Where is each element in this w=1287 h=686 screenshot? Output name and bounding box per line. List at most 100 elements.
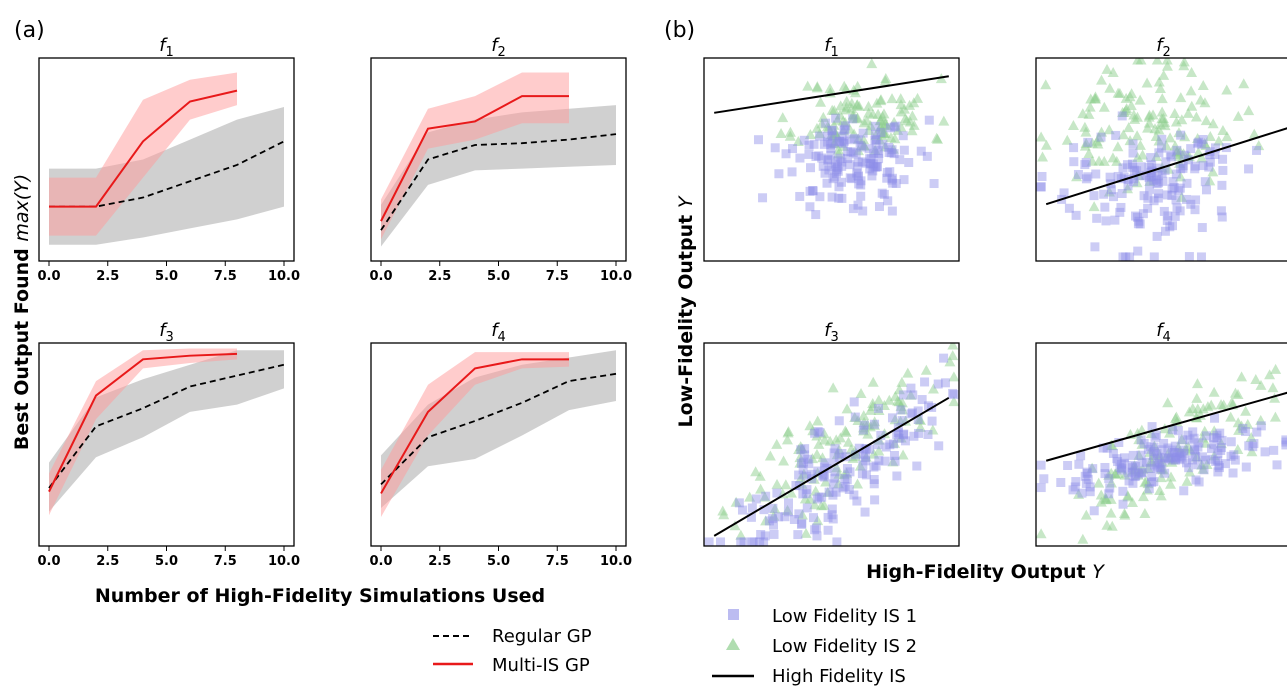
is2-point [1112,87,1124,98]
series-multi-is-gp [380,95,569,222]
is1-point [1145,175,1155,185]
is1-point [856,191,866,201]
is1-point [1190,164,1200,174]
is2-point [1173,127,1185,138]
is1-point [1137,458,1147,468]
is2-point [1240,405,1252,416]
is1-point [704,537,714,546]
is1-point [827,192,837,202]
is1-point [1170,447,1180,457]
is1-point [877,188,887,198]
is1-point [1163,453,1173,463]
is1-point [912,461,922,471]
is2-point [1119,509,1131,520]
is1-point [1179,449,1189,459]
is1-point [793,530,803,540]
is1-point [815,427,825,437]
is2-point [841,403,853,414]
is1-point [1127,467,1137,477]
is2-point [794,457,806,468]
is2-point [862,100,874,111]
is1-point [826,143,836,153]
is1-point [1096,132,1106,142]
is2-point [1091,135,1103,146]
plot-area-f3 [704,343,959,546]
is2-point [1269,411,1281,422]
is2-point [1105,493,1117,504]
is1-point [1207,454,1217,464]
is1-point [1174,186,1184,196]
is2-point [1088,201,1100,212]
scatter-chart-f3: f3 [703,320,960,547]
is1-point [758,193,768,203]
is1-point [848,204,858,214]
is1-point [867,171,877,181]
is1-point [923,401,933,411]
is2-point [1176,191,1188,202]
is1-point [1153,171,1163,181]
is1-point [1252,427,1262,437]
is2-point [897,404,909,415]
is1-point [851,450,861,460]
is2-point [1156,93,1168,104]
is1-point [1136,162,1146,172]
is2-point [813,438,825,449]
is1-point [1170,441,1180,451]
is1-point [810,525,820,535]
subplot-title-f2-subscript: 2 [1163,45,1171,60]
is1-point [1139,191,1149,201]
is1-point [1100,202,1110,212]
is2-point [839,425,851,436]
is2-point [855,387,867,398]
is2-point [1226,396,1238,407]
is1-point [849,397,859,407]
is1-point [856,180,866,190]
is1-point [1073,169,1083,179]
is1-point [1147,422,1157,432]
is2-point [1208,425,1220,436]
is2-point [1095,489,1107,500]
subplot-title-f3-subscript: 3 [166,330,174,345]
is1-point [823,154,833,164]
is1-point [853,200,863,210]
band-multi-is [49,72,237,236]
is2-point [904,99,916,110]
is1-point [869,162,879,172]
is1-point [1153,193,1163,203]
subplot-title-f1: f1 [824,35,839,60]
is1-point [1166,152,1176,162]
is1-point [1171,195,1181,205]
is1-point [1037,171,1047,181]
is1-point [858,425,868,435]
is1-point [1131,471,1141,481]
is2-point [785,487,797,498]
is1-point [1127,159,1137,169]
is2-point [1077,533,1089,544]
is1-point [1123,181,1133,191]
is1-point [849,133,859,143]
is1-point [1171,169,1181,179]
is1-point [870,130,880,140]
is2-point [811,430,823,441]
subplot-title-f1-subscript: 1 [166,45,174,60]
is1-point [1218,165,1228,175]
is1-point [1260,447,1270,457]
is2-point [1061,134,1073,145]
is2-point [1246,446,1258,457]
is1-point [1256,421,1266,431]
is1-point [796,458,806,468]
is1-point [827,510,837,520]
is1-point [848,114,858,124]
is1-point [1125,252,1135,261]
is1-point [1240,427,1250,437]
is1-point [835,153,845,163]
is1-point [854,443,864,453]
x-tick-label: 2.5 [428,554,451,569]
is2-point [867,376,879,387]
is1-point [885,167,895,177]
is1-point [1215,428,1225,438]
is2-point [879,428,891,439]
is2-point [1153,453,1165,464]
is2-point [1037,151,1049,162]
high-fidelity-line [713,396,950,537]
